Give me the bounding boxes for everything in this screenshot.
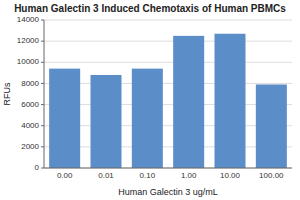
y-axis: 0 2000 4000 6000 8000 10000 12000 14000 bbox=[17, 15, 44, 172]
x-tick-label: 100.00 bbox=[259, 171, 284, 180]
y-axis-line bbox=[44, 20, 45, 168]
x-axis-line bbox=[44, 168, 292, 169]
bar bbox=[173, 36, 204, 168]
bar bbox=[215, 34, 246, 168]
bars bbox=[49, 34, 287, 168]
grid-line bbox=[44, 62, 292, 63]
y-axis-label: RFUs bbox=[2, 82, 12, 105]
x-axis-label: Human Galectin 3 ug/mL bbox=[118, 187, 218, 197]
x-tick-label: 10.00 bbox=[220, 171, 241, 180]
y-tick-label: 4000 bbox=[21, 121, 39, 130]
bar bbox=[132, 69, 163, 168]
y-tick-label: 10000 bbox=[17, 57, 40, 66]
x-tick-label: 1.00 bbox=[181, 171, 197, 180]
grid-line bbox=[44, 20, 292, 21]
chart-svg: 0 2000 4000 6000 8000 10000 12000 14000 0.00 0.01… bbox=[0, 0, 300, 200]
grid-line bbox=[44, 125, 292, 126]
grid bbox=[44, 20, 292, 168]
page: {"chart_data": {"type": "bar", "title": … bbox=[0, 0, 300, 200]
background bbox=[0, 0, 300, 200]
chart-container: 0 2000 4000 6000 8000 10000 12000 14000 0.00 0.01… bbox=[0, 0, 300, 200]
grid-line bbox=[44, 168, 292, 169]
grid-line bbox=[44, 83, 292, 84]
grid-line bbox=[44, 146, 292, 147]
bar bbox=[49, 69, 80, 168]
y-tick-label: 2000 bbox=[21, 142, 39, 151]
x-tick-label: 0.01 bbox=[98, 171, 114, 180]
bar bbox=[256, 84, 287, 168]
x-tick-label: 0.00 bbox=[57, 171, 73, 180]
y-tick-label: 14000 bbox=[17, 15, 40, 24]
x-tick-label: 0.10 bbox=[140, 171, 156, 180]
y-tick-label: 0 bbox=[35, 163, 40, 172]
grid-line bbox=[44, 41, 292, 42]
y-tick-label: 12000 bbox=[17, 36, 40, 45]
y-tick-label: 8000 bbox=[21, 79, 39, 88]
grid-line bbox=[44, 104, 292, 105]
bar bbox=[91, 75, 122, 168]
title: Human Galectin 3 Induced Chemotaxis of H… bbox=[14, 3, 286, 14]
y-tick-label: 6000 bbox=[21, 100, 39, 109]
x-axis: 0.00 0.01 0.10 1.00 10.00 100.00 bbox=[44, 168, 292, 180]
